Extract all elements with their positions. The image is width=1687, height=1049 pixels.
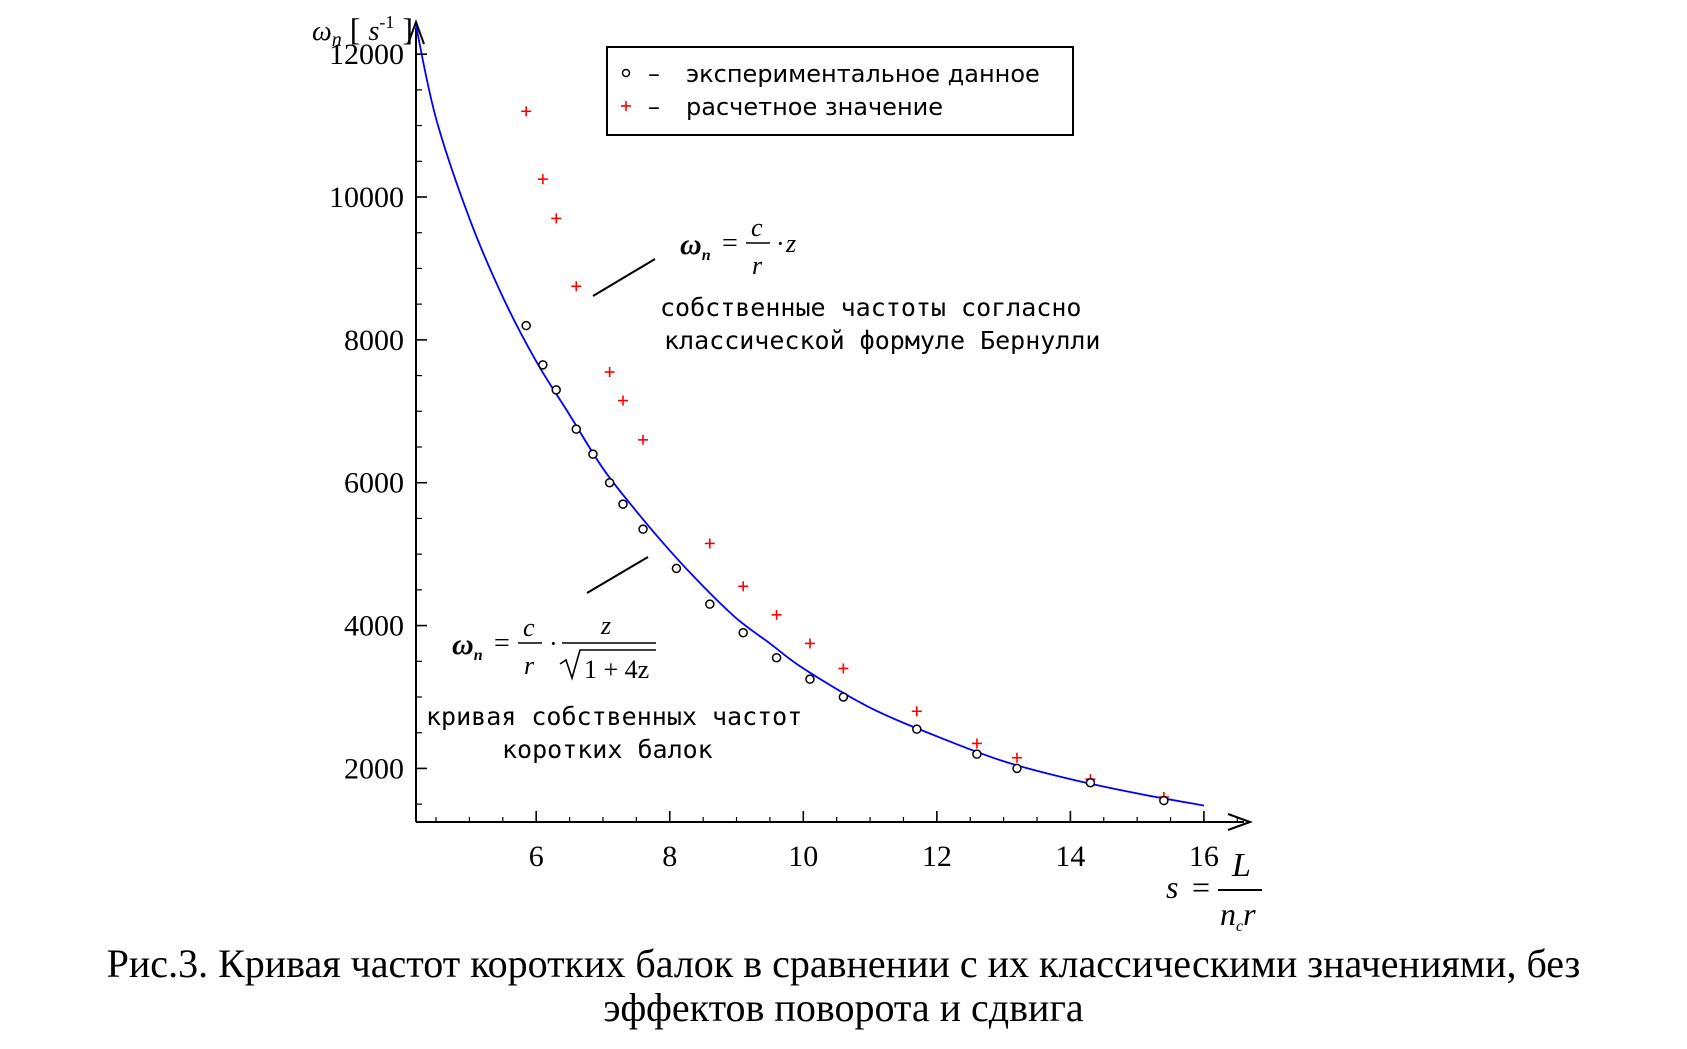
upper-annotation-line2: классической формуле Бернулли — [664, 326, 1101, 355]
x-tick-label: 14 — [1055, 840, 1085, 873]
experimental-point — [638, 524, 648, 534]
experimental-point — [604, 477, 615, 488]
y-tick-label: 4000 — [344, 610, 404, 643]
experimental-point — [618, 499, 628, 509]
experimental-point — [521, 320, 531, 331]
y-tick-label: 2000 — [344, 752, 404, 785]
experimental-points — [521, 320, 1169, 806]
calculated-point — [537, 174, 548, 185]
upper-annotation-line1: собственные частоты согласно — [660, 293, 1081, 322]
annotation-short-beam: ωn = c r · z 1 + 4z кривая собственных ч… — [426, 556, 802, 764]
x-tick-label: 12 — [922, 840, 952, 873]
upper-formula-lhs: ωn — [680, 228, 711, 264]
upper-formula-numerator: c — [751, 213, 763, 242]
calculated-point — [551, 213, 562, 224]
upper-formula-denominator: r — [752, 251, 763, 280]
legend-marker-experimental — [621, 68, 631, 78]
y-tick-label: 8000 — [344, 324, 404, 357]
svg-text:=: = — [722, 228, 738, 259]
x-ticks: 6 8 10 12 14 16 — [529, 811, 1219, 873]
frequency-chart: 2000 4000 6000 8000 10000 12000 6 8 10 12 14 16 ωn… — [312, 11, 1262, 935]
lower-annotation-line2: коротких балок — [502, 735, 713, 764]
experimental-point — [738, 627, 748, 638]
y-minor-ticks — [416, 89, 422, 805]
x-axis-arrow — [1227, 813, 1253, 831]
y-ticks: 2000 4000 6000 8000 10000 12000 — [329, 38, 427, 785]
experimental-point — [1085, 777, 1096, 788]
legend-dash-experimental: – — [648, 60, 660, 88]
experimental-point — [1012, 763, 1022, 774]
experimental-point — [671, 563, 682, 574]
figure-caption-line2: эффектов поворота и сдвига — [603, 985, 1084, 1030]
theory-curve-line — [415, 25, 1205, 807]
calculated-point — [1011, 752, 1022, 763]
experimental-point — [838, 692, 849, 702]
svg-text:·: · — [549, 629, 558, 658]
experimental-point — [571, 424, 582, 434]
legend-marker-calculated — [621, 101, 631, 111]
calculated-point — [804, 638, 815, 649]
experimental-point — [588, 449, 598, 459]
calculated-point — [618, 395, 628, 406]
svg-text:=: = — [1192, 869, 1210, 905]
calculated-point — [704, 538, 715, 549]
y-tick-label: 12000 — [329, 38, 404, 71]
lower-formula-radicand: 1 + 4z — [584, 655, 649, 684]
experimental-point — [805, 674, 815, 684]
calculated-point — [971, 738, 982, 749]
experimental-point — [771, 652, 782, 663]
x-tick-label: 8 — [662, 840, 677, 873]
x-axis-label-numerator: L — [1231, 847, 1251, 884]
calculated-point — [738, 581, 749, 592]
y-tick-label: 10000 — [329, 181, 404, 214]
y-axis-arrow — [407, 19, 425, 45]
calculated-point — [771, 609, 782, 620]
x-tick-label: 6 — [529, 840, 544, 873]
legend-label-calculated: расчетное значение — [686, 93, 943, 121]
axes — [407, 19, 1253, 831]
annotation-pointer-lower — [586, 556, 649, 594]
lower-formula-numerator-z: z — [600, 611, 611, 640]
upper-formula-z: z — [785, 229, 796, 258]
x-tick-label: 10 — [788, 840, 818, 873]
annotation-bernoulli: ωn = c r · z собственные частоты согласн… — [592, 213, 1101, 355]
legend-label-experimental: экспериментальное данное — [686, 60, 1040, 88]
x-tick-label: 16 — [1189, 840, 1219, 873]
x-minor-ticks — [435, 817, 1238, 822]
lower-formula-lhs: ωn — [452, 628, 483, 664]
calculated-point — [604, 367, 615, 377]
calculated-point — [638, 434, 649, 445]
calculated-point — [571, 281, 582, 292]
sqrt-sign — [559, 649, 656, 681]
y-tick-label: 6000 — [344, 467, 404, 500]
x-axis-label-denominator: ncr — [1220, 896, 1256, 935]
annotation-pointer-upper — [592, 258, 656, 297]
calculated-point — [521, 106, 532, 117]
experimental-point — [1159, 795, 1169, 806]
experimental-point — [538, 360, 548, 370]
experimental-point — [551, 385, 561, 395]
experimental-point — [705, 599, 715, 609]
figure-caption-line1: Рис.3. Кривая частот коротких балок в ср… — [106, 941, 1581, 986]
experimental-point — [972, 749, 982, 759]
calculated-points — [521, 106, 1169, 802]
y-axis-label: ωn [ s-1 ] — [312, 11, 413, 51]
legend-dash-calculated: – — [648, 93, 660, 121]
lower-formula-denominator: r — [524, 651, 535, 680]
calculated-point — [911, 706, 922, 717]
calculated-point — [838, 663, 849, 674]
legend: – экспериментальное данное – расчетное з… — [606, 46, 1074, 136]
experimental-point — [912, 724, 922, 734]
legend-box — [606, 46, 1074, 136]
lower-formula-numerator: c — [523, 613, 535, 642]
x-axis-label: s = L ncr — [1166, 847, 1262, 935]
svg-text:=: = — [494, 628, 510, 659]
x-axis-label-symbol: s — [1166, 869, 1178, 905]
lower-annotation-line1: кривая собственных частот — [426, 702, 802, 731]
svg-text:·: · — [776, 229, 785, 258]
